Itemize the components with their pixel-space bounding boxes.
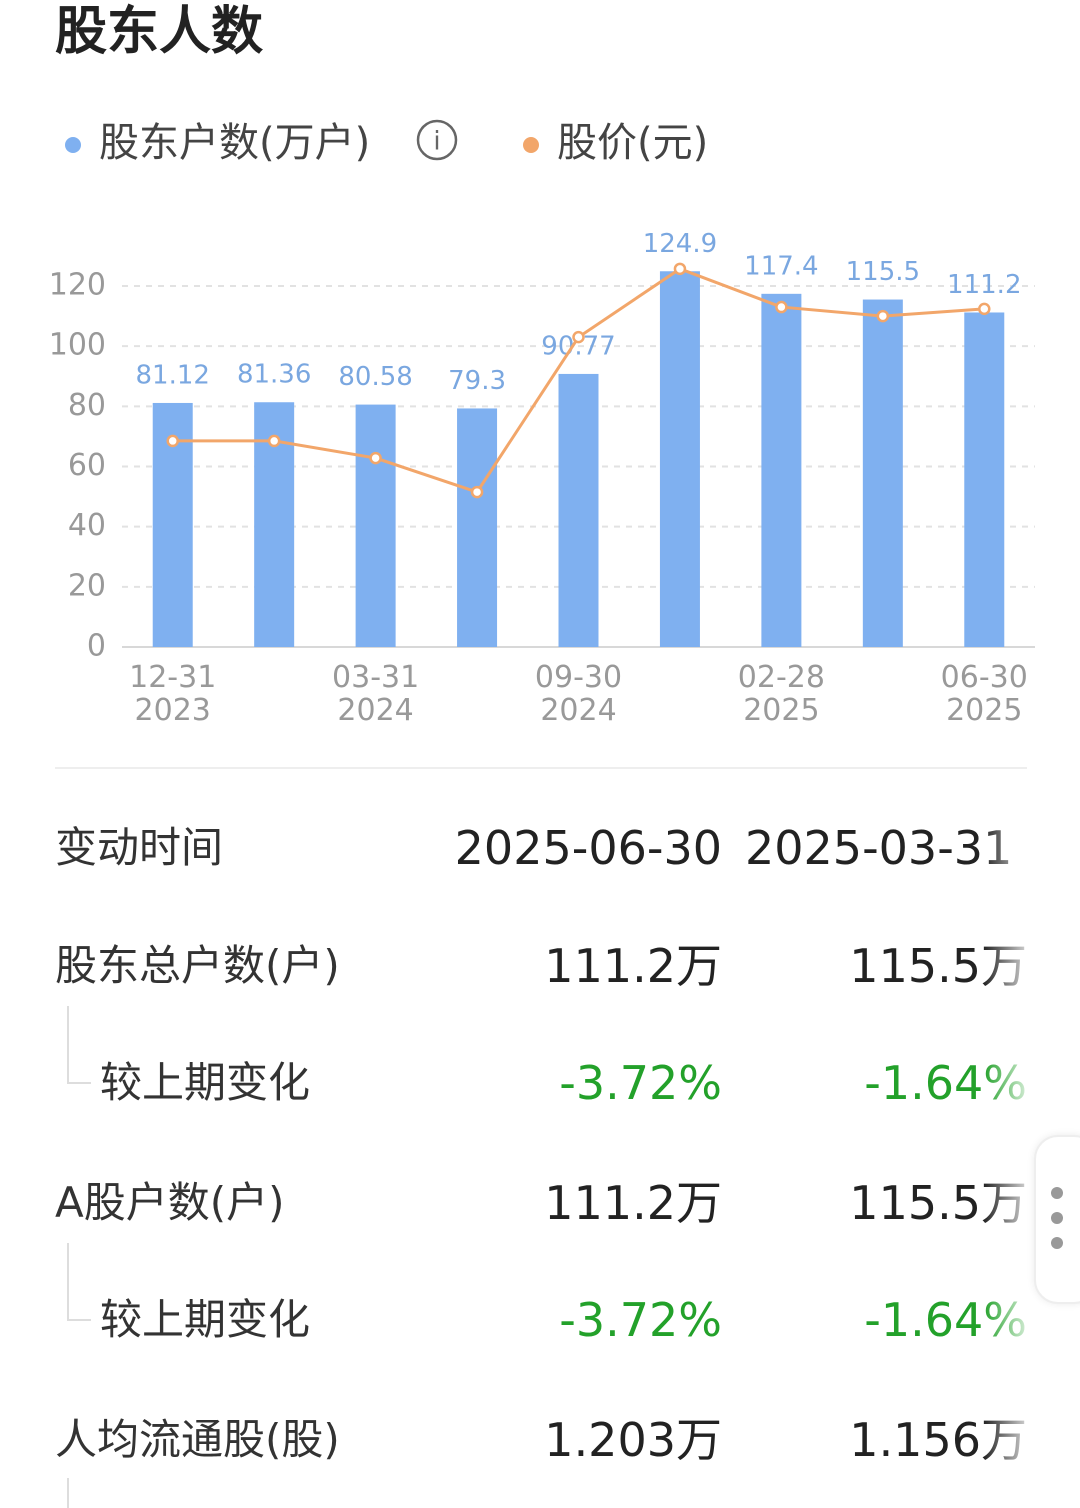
y-tick-label: 20 [68, 568, 106, 603]
cell: -3.72% [559, 1056, 722, 1110]
table-row: 较上期变化 -3.72% -1.64% [0, 1290, 1080, 1350]
cell: 1.203万 [544, 1413, 722, 1467]
cell: 115.5万 [849, 1176, 1027, 1230]
legend-label: 股价(元) [557, 120, 708, 166]
bar [964, 312, 1005, 647]
bar [355, 404, 396, 647]
header-cell: 2025-03-31 [735, 818, 1027, 878]
cell-wrap: 115.5万 [735, 1173, 1027, 1233]
table-row: 人均流通股(股) 1.203万 1.156万 [0, 1410, 1080, 1470]
x-tick-label: 12-31 2023 [129, 660, 217, 728]
cell-wrap: 115.5万 [735, 936, 1027, 996]
bar [862, 299, 903, 647]
bar [761, 293, 802, 647]
line-point [267, 434, 281, 448]
cell: -1.64% [864, 1293, 1027, 1347]
page-title: 股东人数 [55, 2, 264, 62]
legend-marker [65, 137, 81, 153]
data-label: 124.9 [643, 229, 717, 259]
y-tick-label: 120 [49, 268, 106, 303]
line-point [876, 309, 890, 323]
cell-wrap: -1.64% [735, 1290, 1027, 1350]
bar [457, 408, 498, 647]
x-tick-label: 03-31 2024 [332, 660, 420, 728]
cell-wrap: -1.64% [735, 1053, 1027, 1113]
bar [659, 271, 700, 647]
divider [55, 767, 1027, 769]
tree-line [67, 1478, 91, 1508]
data-label: 80.58 [338, 362, 412, 392]
data-label: 81.36 [237, 360, 311, 390]
cell-wrap: 1.156万 [735, 1410, 1027, 1470]
row-label: A股户数(户) [55, 1178, 285, 1227]
y-tick-label: 0 [87, 629, 106, 664]
data-label: 115.5 [846, 257, 920, 287]
tree-line [67, 1006, 91, 1084]
line-point [470, 485, 484, 499]
table-row: 较上期变化 -3.72% -1.64% [0, 1053, 1080, 1113]
x-tick-label: 02-28 2025 [737, 660, 825, 728]
legend-marker [523, 137, 539, 153]
data-label: 79.3 [448, 366, 506, 396]
x-tick-label: 06-30 2025 [940, 660, 1028, 728]
chart: i 股东户数(万户) 股价(元) 0 20 40 60 80 100 120 81.12 81.36… [49, 119, 1035, 664]
line-point [369, 451, 382, 465]
cell: 1.156万 [849, 1413, 1027, 1467]
line-point [978, 302, 991, 316]
info-icon[interactable] [416, 119, 458, 161]
cell: -1.64% [864, 1056, 1027, 1110]
row-label: 股东总户数(户) [55, 941, 340, 990]
row-label: 较上期变化 [100, 1058, 311, 1107]
row-label: 人均流通股(股) [55, 1415, 340, 1464]
x-tick-label: 09-30 2024 [534, 660, 623, 728]
legend-label: 股东户数(万户) [99, 120, 370, 166]
y-tick-label: 40 [68, 508, 106, 543]
header-label: 变动时间 [55, 823, 224, 872]
y-tick-label: 80 [68, 388, 106, 423]
tree-line [67, 1243, 91, 1321]
row-label: 较上期变化 [100, 1295, 311, 1344]
data-label: 81.12 [136, 360, 210, 390]
data-label: 111.2 [947, 270, 1021, 300]
cell: 111.2万 [544, 939, 722, 993]
table-row: 股东总户数(户) 111.2万 115.5万 [0, 936, 1080, 996]
line-point [166, 434, 179, 448]
cell: -3.72% [559, 1293, 722, 1347]
cell: 111.2万 [544, 1176, 722, 1230]
info-icon-glyph: i [433, 127, 440, 157]
side-handle[interactable] [1034, 1135, 1080, 1304]
table-row: A股户数(户) 111.2万 115.5万 [0, 1173, 1080, 1233]
y-tick-label: 100 [49, 328, 106, 363]
table-header: 变动时间 2025-06-30 2025-03-31 [0, 818, 1080, 878]
line-point [775, 300, 788, 314]
data-label: 117.4 [744, 251, 818, 281]
cell: 115.5万 [849, 939, 1027, 993]
bar [558, 373, 599, 647]
line-point [673, 262, 687, 276]
header-date: 2025-03-31 [745, 821, 1013, 875]
y-tick-label: 60 [68, 448, 106, 483]
line-point [572, 330, 585, 344]
header-date: 2025-06-30 [454, 821, 722, 875]
